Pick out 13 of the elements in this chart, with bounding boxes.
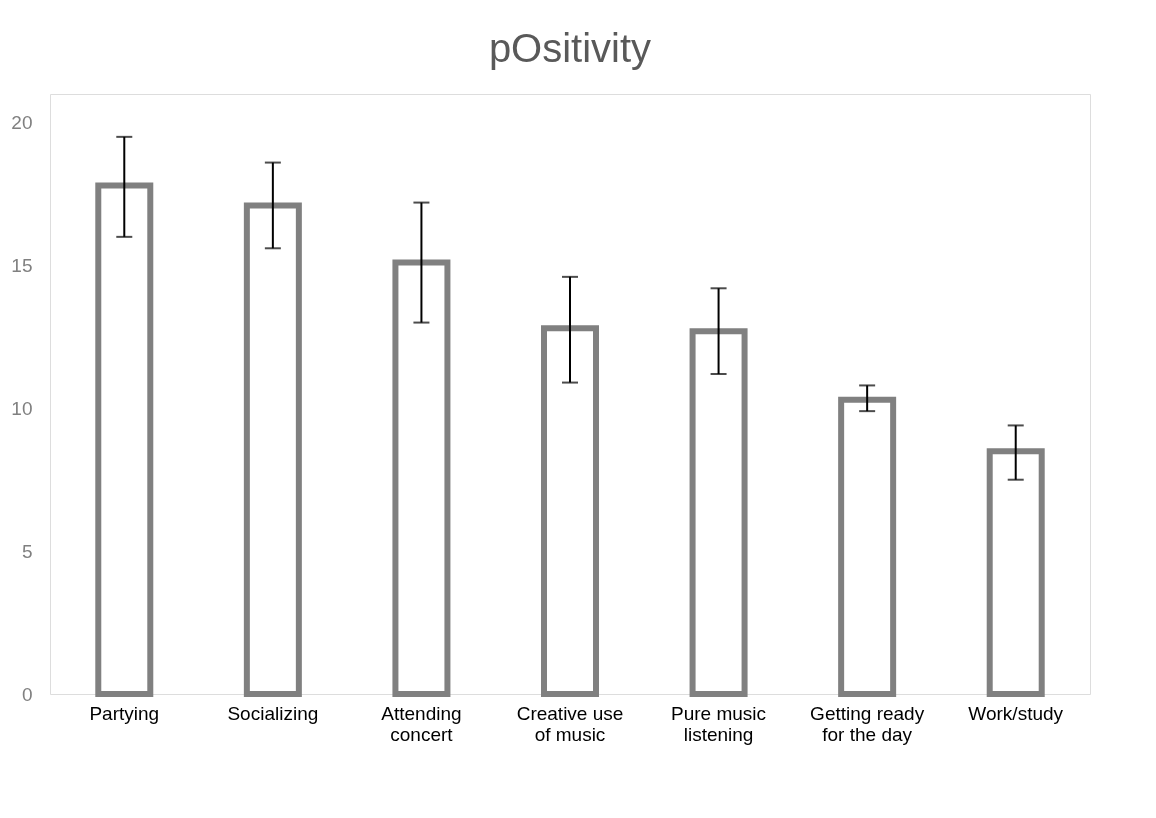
- chart-title: pOsitivity: [488, 26, 652, 70]
- y-tick-label: 10: [11, 397, 33, 419]
- x-tick-label: Attending concert: [381, 702, 462, 745]
- y-tick-label: 0: [21, 683, 33, 705]
- y-tick-label: 20: [11, 112, 33, 134]
- y-tick-label: 15: [11, 254, 33, 276]
- x-tick-label: Partying: [89, 702, 160, 724]
- x-tick-label: Getting ready for the day: [810, 702, 925, 745]
- y-tick-label: 5: [21, 540, 33, 562]
- x-tick-label: Socializing: [227, 702, 319, 724]
- x-tick-label: Creative use of music: [516, 702, 624, 745]
- x-tick-label: Work/study: [968, 702, 1064, 724]
- x-tick-label: Pure music listening: [671, 702, 767, 745]
